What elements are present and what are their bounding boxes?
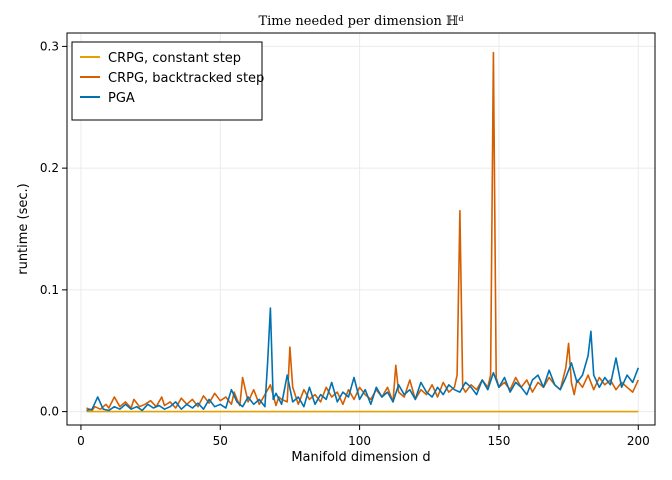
- x-tick-label: 150: [487, 434, 510, 448]
- chart-title: Time needed per dimension ℍᵈ: [258, 14, 463, 29]
- series-layer: [86, 51, 640, 413]
- legend-box: [71, 41, 263, 121]
- plot-frame: [66, 32, 656, 426]
- x-tick-label: 0: [77, 434, 85, 448]
- x-tick-label: 50: [213, 434, 228, 448]
- legend-label: CRPG, backtracked step: [108, 71, 264, 86]
- y-axis-label: runtime (sec.): [16, 183, 31, 275]
- y-tick-label: 0.3: [40, 39, 59, 53]
- x-tick-label: 200: [627, 434, 650, 448]
- x-tick-label: 100: [348, 434, 371, 448]
- series-line-2: [86, 307, 640, 412]
- y-tick-label: 0.0: [40, 405, 59, 419]
- y-tick-label: 0.2: [40, 161, 59, 175]
- legend-label: PGA: [108, 91, 135, 106]
- ticks: 0 50 100 150 200 0.0 0.1 0.2 0.3: [40, 39, 650, 448]
- y-tick-label: 0.1: [40, 283, 59, 297]
- legend-label: CRPG, constant step: [108, 51, 241, 66]
- legend: CRPG, constant step CRPG, backtracked ste…: [71, 41, 264, 121]
- x-axis-label: Manifold dimension d: [291, 450, 430, 465]
